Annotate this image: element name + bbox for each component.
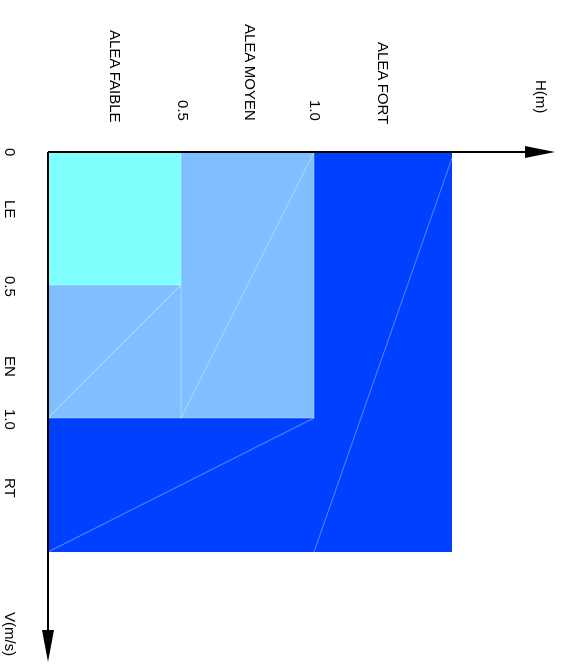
zone-label-fort: ALEA FORT — [374, 42, 391, 124]
hatch-lines — [47, 151, 453, 553]
axis-v-label: V(m/s) — [1, 612, 18, 656]
zone-faible — [48, 152, 181, 285]
v-tick-0.5: 0.5 — [1, 276, 18, 297]
zone-label-faible: ALEA FAIBLE — [106, 30, 123, 123]
left-cut-label-3: RT — [1, 478, 18, 498]
v-tick-1.0: 1.0 — [1, 409, 18, 430]
zone-label-moyen: ALEA MOYEN — [241, 24, 258, 121]
v-tick-0: 0 — [1, 148, 18, 156]
left-cut-label-2: EN — [1, 356, 18, 377]
h-axis-arrow — [525, 146, 555, 158]
v-axis-arrow — [42, 630, 54, 662]
left-cut-label-1: LE — [1, 200, 18, 218]
h-tick-0.5: 0.5 — [174, 100, 191, 121]
h-tick-1.0: 1.0 — [306, 100, 323, 121]
axis-h-label: H(m) — [532, 80, 549, 113]
